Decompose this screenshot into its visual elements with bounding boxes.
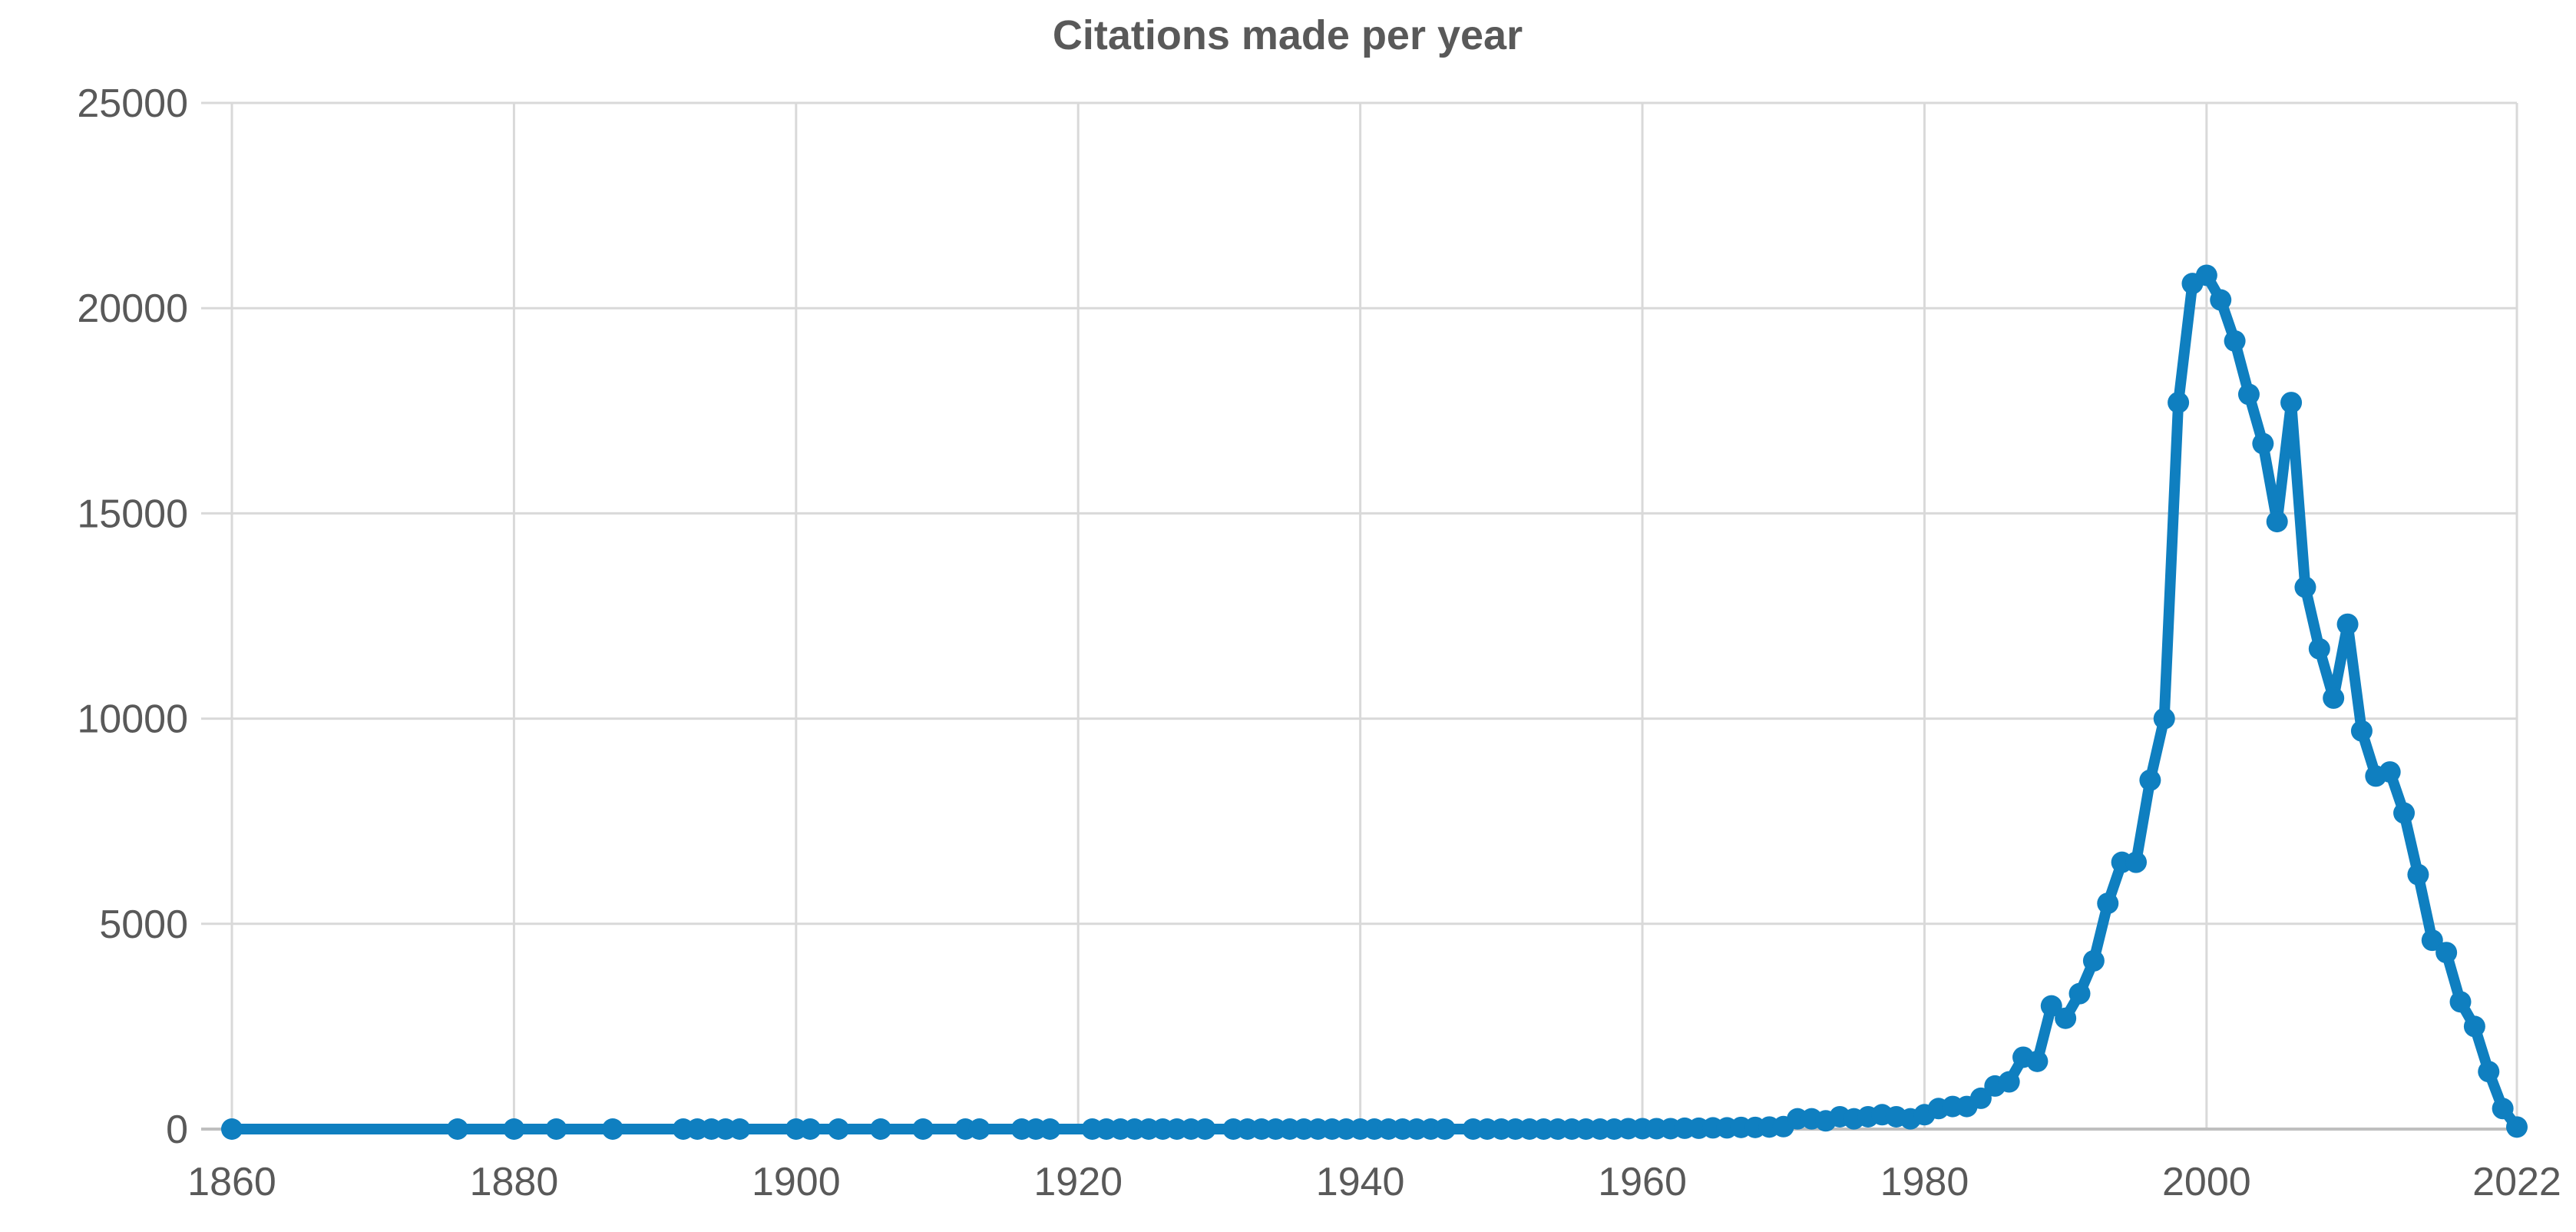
x-tick-label: 1940 bbox=[1316, 1160, 1405, 1204]
data-point bbox=[2168, 392, 2190, 414]
data-point bbox=[2082, 949, 2105, 972]
data-point bbox=[1194, 1118, 1216, 1140]
data-point bbox=[2266, 511, 2288, 533]
data-point bbox=[2237, 383, 2260, 406]
x-tick-label: 1860 bbox=[187, 1160, 276, 1204]
data-point bbox=[1969, 1087, 1992, 1109]
y-tick-label: 10000 bbox=[77, 697, 188, 742]
data-point bbox=[545, 1118, 567, 1140]
data-point bbox=[2379, 761, 2401, 783]
x-tick-label: 1920 bbox=[1033, 1160, 1123, 1204]
x-tick-label: 1980 bbox=[1880, 1160, 1969, 1204]
data-point bbox=[870, 1118, 892, 1140]
data-point bbox=[729, 1118, 751, 1140]
data-point bbox=[1433, 1118, 1456, 1140]
data-point bbox=[1998, 1071, 2020, 1093]
y-tick-label: 5000 bbox=[99, 902, 188, 947]
y-tick-label: 15000 bbox=[77, 492, 188, 536]
data-point bbox=[2463, 1015, 2485, 1038]
data-point bbox=[446, 1118, 468, 1140]
x-tick-label: 1900 bbox=[752, 1160, 841, 1204]
x-tick-label: 1880 bbox=[470, 1160, 559, 1204]
chart-title: Citations made per year bbox=[1053, 12, 1523, 58]
data-point bbox=[2153, 707, 2175, 730]
series-citations bbox=[221, 264, 2528, 1140]
y-tick-label: 0 bbox=[166, 1108, 188, 1152]
data-point bbox=[827, 1118, 849, 1140]
y-tick-label: 25000 bbox=[77, 81, 188, 126]
data-point bbox=[2224, 330, 2246, 352]
y-tick-label: 20000 bbox=[77, 286, 188, 331]
x-tick-label: 2022 bbox=[2472, 1160, 2561, 1204]
data-point bbox=[2492, 1098, 2514, 1120]
data-point bbox=[2125, 851, 2147, 873]
data-point bbox=[2350, 720, 2373, 742]
data-point bbox=[968, 1118, 990, 1140]
data-point bbox=[1039, 1118, 1061, 1140]
data-point bbox=[2068, 982, 2091, 1005]
data-point bbox=[2139, 769, 2161, 791]
data-point bbox=[2040, 995, 2062, 1017]
data-point bbox=[2195, 264, 2217, 286]
x-tick-label: 1960 bbox=[1598, 1160, 1687, 1204]
data-point bbox=[2449, 991, 2472, 1013]
data-point bbox=[221, 1118, 243, 1140]
data-point bbox=[2308, 638, 2330, 660]
data-point bbox=[2435, 942, 2458, 964]
y-axis-ticks: 0 5000 10000 15000 20000 25000 bbox=[77, 81, 188, 1152]
data-point bbox=[2506, 1116, 2528, 1138]
data-point bbox=[2280, 392, 2303, 414]
data-point bbox=[2294, 576, 2316, 598]
data-point bbox=[912, 1118, 934, 1140]
data-point bbox=[602, 1118, 623, 1140]
x-tick-label: 2000 bbox=[2162, 1160, 2251, 1204]
grid bbox=[201, 101, 2518, 1129]
data-point bbox=[2097, 893, 2119, 915]
data-point bbox=[2210, 289, 2232, 311]
data-point bbox=[2407, 863, 2429, 886]
data-point bbox=[799, 1118, 822, 1140]
data-point bbox=[2323, 687, 2345, 709]
data-point bbox=[503, 1118, 525, 1140]
data-point bbox=[2055, 1007, 2077, 1029]
data-point bbox=[2026, 1050, 2049, 1072]
data-point bbox=[2252, 432, 2274, 455]
data-point bbox=[2393, 802, 2416, 824]
data-point bbox=[2336, 613, 2359, 635]
data-point bbox=[2478, 1061, 2500, 1083]
data-point bbox=[2421, 929, 2443, 952]
x-axis-ticks: 1860 1880 1900 1920 1940 1960 1980 2000 2022 bbox=[187, 1160, 2561, 1204]
